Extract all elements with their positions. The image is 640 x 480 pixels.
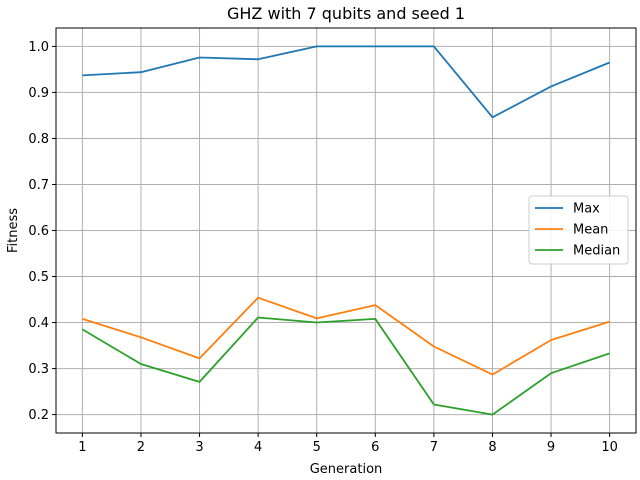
y-tick-label: 0.9 bbox=[28, 86, 49, 101]
y-tick-label: 0.6 bbox=[28, 224, 49, 239]
y-tick-label: 0.2 bbox=[28, 408, 49, 423]
x-tick-label: 8 bbox=[488, 440, 496, 455]
legend-box bbox=[528, 195, 629, 265]
x-tick-label: 7 bbox=[430, 440, 438, 455]
series-lines bbox=[81, 45, 610, 416]
axis-ticks: 1 2 3 4 5 6 7 8 9 10 0.2 0.3 0.4 0.5 0.6 0.7 0.8 0.9 1.0 bbox=[28, 40, 618, 455]
series-line-max bbox=[82, 45, 610, 119]
y-tick-label: 0.5 bbox=[28, 270, 49, 285]
y-tick-label: 0.7 bbox=[28, 178, 49, 193]
x-tick-label: 4 bbox=[254, 440, 262, 455]
x-tick-label: 3 bbox=[195, 440, 203, 455]
x-tick-label: 2 bbox=[137, 440, 145, 455]
x-axis-label: Generation bbox=[310, 462, 383, 477]
grid bbox=[56, 28, 636, 433]
y-tick-label: 0.3 bbox=[28, 362, 49, 377]
y-tick-label: 0.8 bbox=[28, 132, 49, 147]
x-tick-label: 5 bbox=[313, 440, 321, 455]
x-tick-label: 6 bbox=[371, 440, 379, 455]
x-tick-label: 9 bbox=[547, 440, 555, 455]
x-tick-label: 10 bbox=[601, 440, 618, 455]
legend-label-max: Max bbox=[573, 202, 600, 217]
legend-label-mean: Mean bbox=[573, 223, 608, 238]
y-tick-label: 0.4 bbox=[28, 316, 49, 331]
x-tick-label: 1 bbox=[78, 440, 86, 455]
chart-title: GHZ with 7 qubits and seed 1 bbox=[227, 4, 465, 23]
y-axis-label: Fitness bbox=[6, 208, 21, 253]
series-line-mean bbox=[82, 296, 610, 376]
legend-label-median: Median bbox=[573, 244, 620, 259]
series-line-median bbox=[81, 316, 610, 416]
legend: Max Mean Median bbox=[528, 195, 629, 265]
y-tick-label: 1.0 bbox=[28, 40, 49, 55]
